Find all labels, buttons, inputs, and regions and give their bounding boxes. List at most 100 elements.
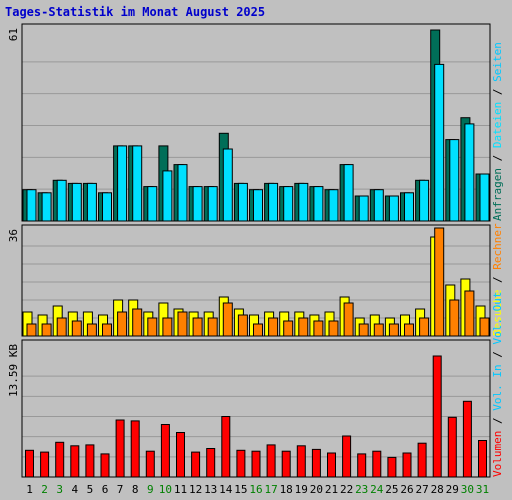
bar-rechner-day-28 [434, 227, 445, 337]
bar-volumen-day-17 [266, 444, 276, 478]
panel-visits-frame [21, 224, 491, 337]
bar-dateien-day-26 [404, 192, 414, 222]
x-tick-label-day-26: 26 [400, 483, 413, 496]
bar-volumen-day-14 [221, 416, 231, 478]
x-tick-label-day-1: 1 [26, 483, 33, 496]
bar-volumen-day-6 [100, 453, 110, 478]
x-tick-label-day-16: 16 [249, 483, 262, 496]
bar-volumen-day-4 [70, 445, 80, 478]
bar-dateien-day-15 [237, 182, 248, 222]
side-legend-part: Dateien [491, 102, 504, 148]
bar-rechner-day-15 [237, 314, 248, 337]
side-legend-part: / [491, 82, 504, 102]
bar-volumen-day-24 [372, 450, 382, 478]
x-tick-label-day-12: 12 [189, 483, 202, 496]
bar-rechner-day-3 [56, 317, 67, 337]
x-tick-label-day-15: 15 [234, 483, 247, 496]
x-tick-label-day-10: 10 [159, 483, 172, 496]
bar-volumen-day-3 [55, 441, 65, 478]
x-tick-label-day-14: 14 [219, 483, 233, 496]
bar-rechner-day-27 [419, 317, 430, 337]
side-legend-part: / [491, 345, 504, 365]
bar-volumen-day-10 [160, 424, 170, 478]
side-legend-part: Vol. Out [491, 292, 504, 345]
bar-dateien-day-22 [343, 164, 354, 222]
chart-panels: 61 Anfragen / Dateien / Seiten 36 Besuche /… [7, 23, 504, 478]
x-tick-label-day-9: 9 [147, 483, 154, 496]
bar-rechner-day-22 [343, 302, 354, 337]
panel-hits: 61 Anfragen / Dateien / Seiten [7, 23, 504, 222]
bar-dateien-day-23 [358, 195, 369, 222]
side-legend-part: Besuche [491, 290, 504, 336]
bar-dateien-day-20 [313, 186, 324, 222]
x-axis: 1 2 3 4 5 6 7 8 9 10 11 12 13 14 15 16 17 18 19 20 21 22 23 24 2… [26, 483, 489, 496]
bar-rechner-day-25 [388, 323, 399, 337]
bar-rechner-day-2 [41, 323, 52, 337]
bar-dateien-day-27 [419, 179, 430, 222]
bar-dateien-day-6 [102, 192, 112, 222]
bar-volumen-day-28 [432, 355, 442, 478]
side-legend-part: / [491, 411, 504, 431]
bar-dateien-day-13 [207, 186, 218, 222]
bar-rechner-day-29 [449, 299, 460, 337]
bar-volumen-day-12 [191, 451, 201, 478]
x-tick-label-day-24: 24 [370, 483, 384, 496]
x-tick-label-day-20: 20 [310, 483, 323, 496]
bar-volumen-day-1 [25, 449, 34, 478]
panel-hits-plot-area [22, 24, 490, 221]
bar-dateien-day-14 [222, 148, 233, 222]
bar-volumen-day-5 [85, 444, 95, 478]
bar-volumen-day-16 [251, 450, 261, 478]
panel-volume: 13.59 KB Volumen / Vol. In / Vol. Out [7, 292, 504, 478]
x-tick-label-day-4: 4 [71, 483, 78, 496]
x-tick-label-day-28: 28 [431, 483, 444, 496]
x-tick-label-day-22: 22 [340, 483, 353, 496]
bar-rechner-day-1 [26, 323, 37, 337]
bar-rechner-day-4 [71, 320, 82, 337]
bar-dateien-day-3 [56, 179, 67, 222]
bar-dateien-day-28 [434, 63, 445, 222]
bar-dateien-day-18 [283, 186, 294, 222]
side-legend-part: / [491, 148, 504, 168]
bar-rechner-day-9 [147, 317, 158, 337]
bar-dateien-day-24 [373, 189, 384, 222]
side-legend-part: / [491, 270, 504, 290]
bar-dateien-day-29 [449, 139, 460, 222]
x-tick-label-day-25: 25 [385, 483, 398, 496]
bar-rechner-day-20 [313, 320, 324, 337]
panel-visits-side-legend: Besuche / Rechner [491, 223, 504, 336]
bar-rechner-day-11 [177, 311, 188, 337]
x-tick-label-day-13: 13 [204, 483, 217, 496]
bar-dateien-day-21 [328, 189, 339, 222]
bar-dateien-day-4 [71, 182, 82, 222]
bar-volumen-day-13 [206, 448, 216, 478]
bar-rechner-day-30 [464, 290, 475, 337]
chart-title: Tages-Statistik im Monat August 2025 [5, 5, 265, 19]
bar-rechner-day-13 [207, 317, 218, 337]
panel-volume-side-legend: Volumen / Vol. In / Vol. Out [491, 292, 504, 477]
bar-volumen-day-22 [342, 435, 352, 478]
bar-volumen-day-20 [311, 448, 321, 478]
panel-visits: 36 Besuche / Rechner [7, 223, 504, 337]
panel-hits-side-legend: Anfragen / Dateien / Seiten [491, 42, 504, 221]
x-tick-label-day-3: 3 [56, 483, 63, 496]
bar-volumen-day-30 [462, 400, 472, 478]
bar-rechner-day-23 [358, 323, 369, 337]
panel-hits-frame [21, 23, 491, 222]
bar-dateien-day-2 [41, 192, 52, 222]
bar-rechner-day-7 [117, 311, 128, 337]
side-legend-part: Anfragen [491, 168, 504, 221]
panel-volume-ymax-label: 13.59 KB [7, 344, 20, 397]
bar-dateien-day-30 [464, 123, 475, 222]
bar-volumen-day-11 [176, 432, 185, 478]
x-tick-label-day-18: 18 [280, 483, 293, 496]
x-tick-label-day-11: 11 [174, 483, 187, 496]
panel-hits-ymax-label: 61 [7, 28, 20, 41]
bar-rechner-day-18 [283, 320, 294, 337]
bar-dateien-day-9 [147, 186, 158, 222]
bar-rechner-day-21 [328, 320, 339, 337]
bar-rechner-day-17 [268, 317, 279, 337]
bar-rechner-day-6 [102, 323, 112, 337]
bar-dateien-day-16 [253, 189, 263, 222]
